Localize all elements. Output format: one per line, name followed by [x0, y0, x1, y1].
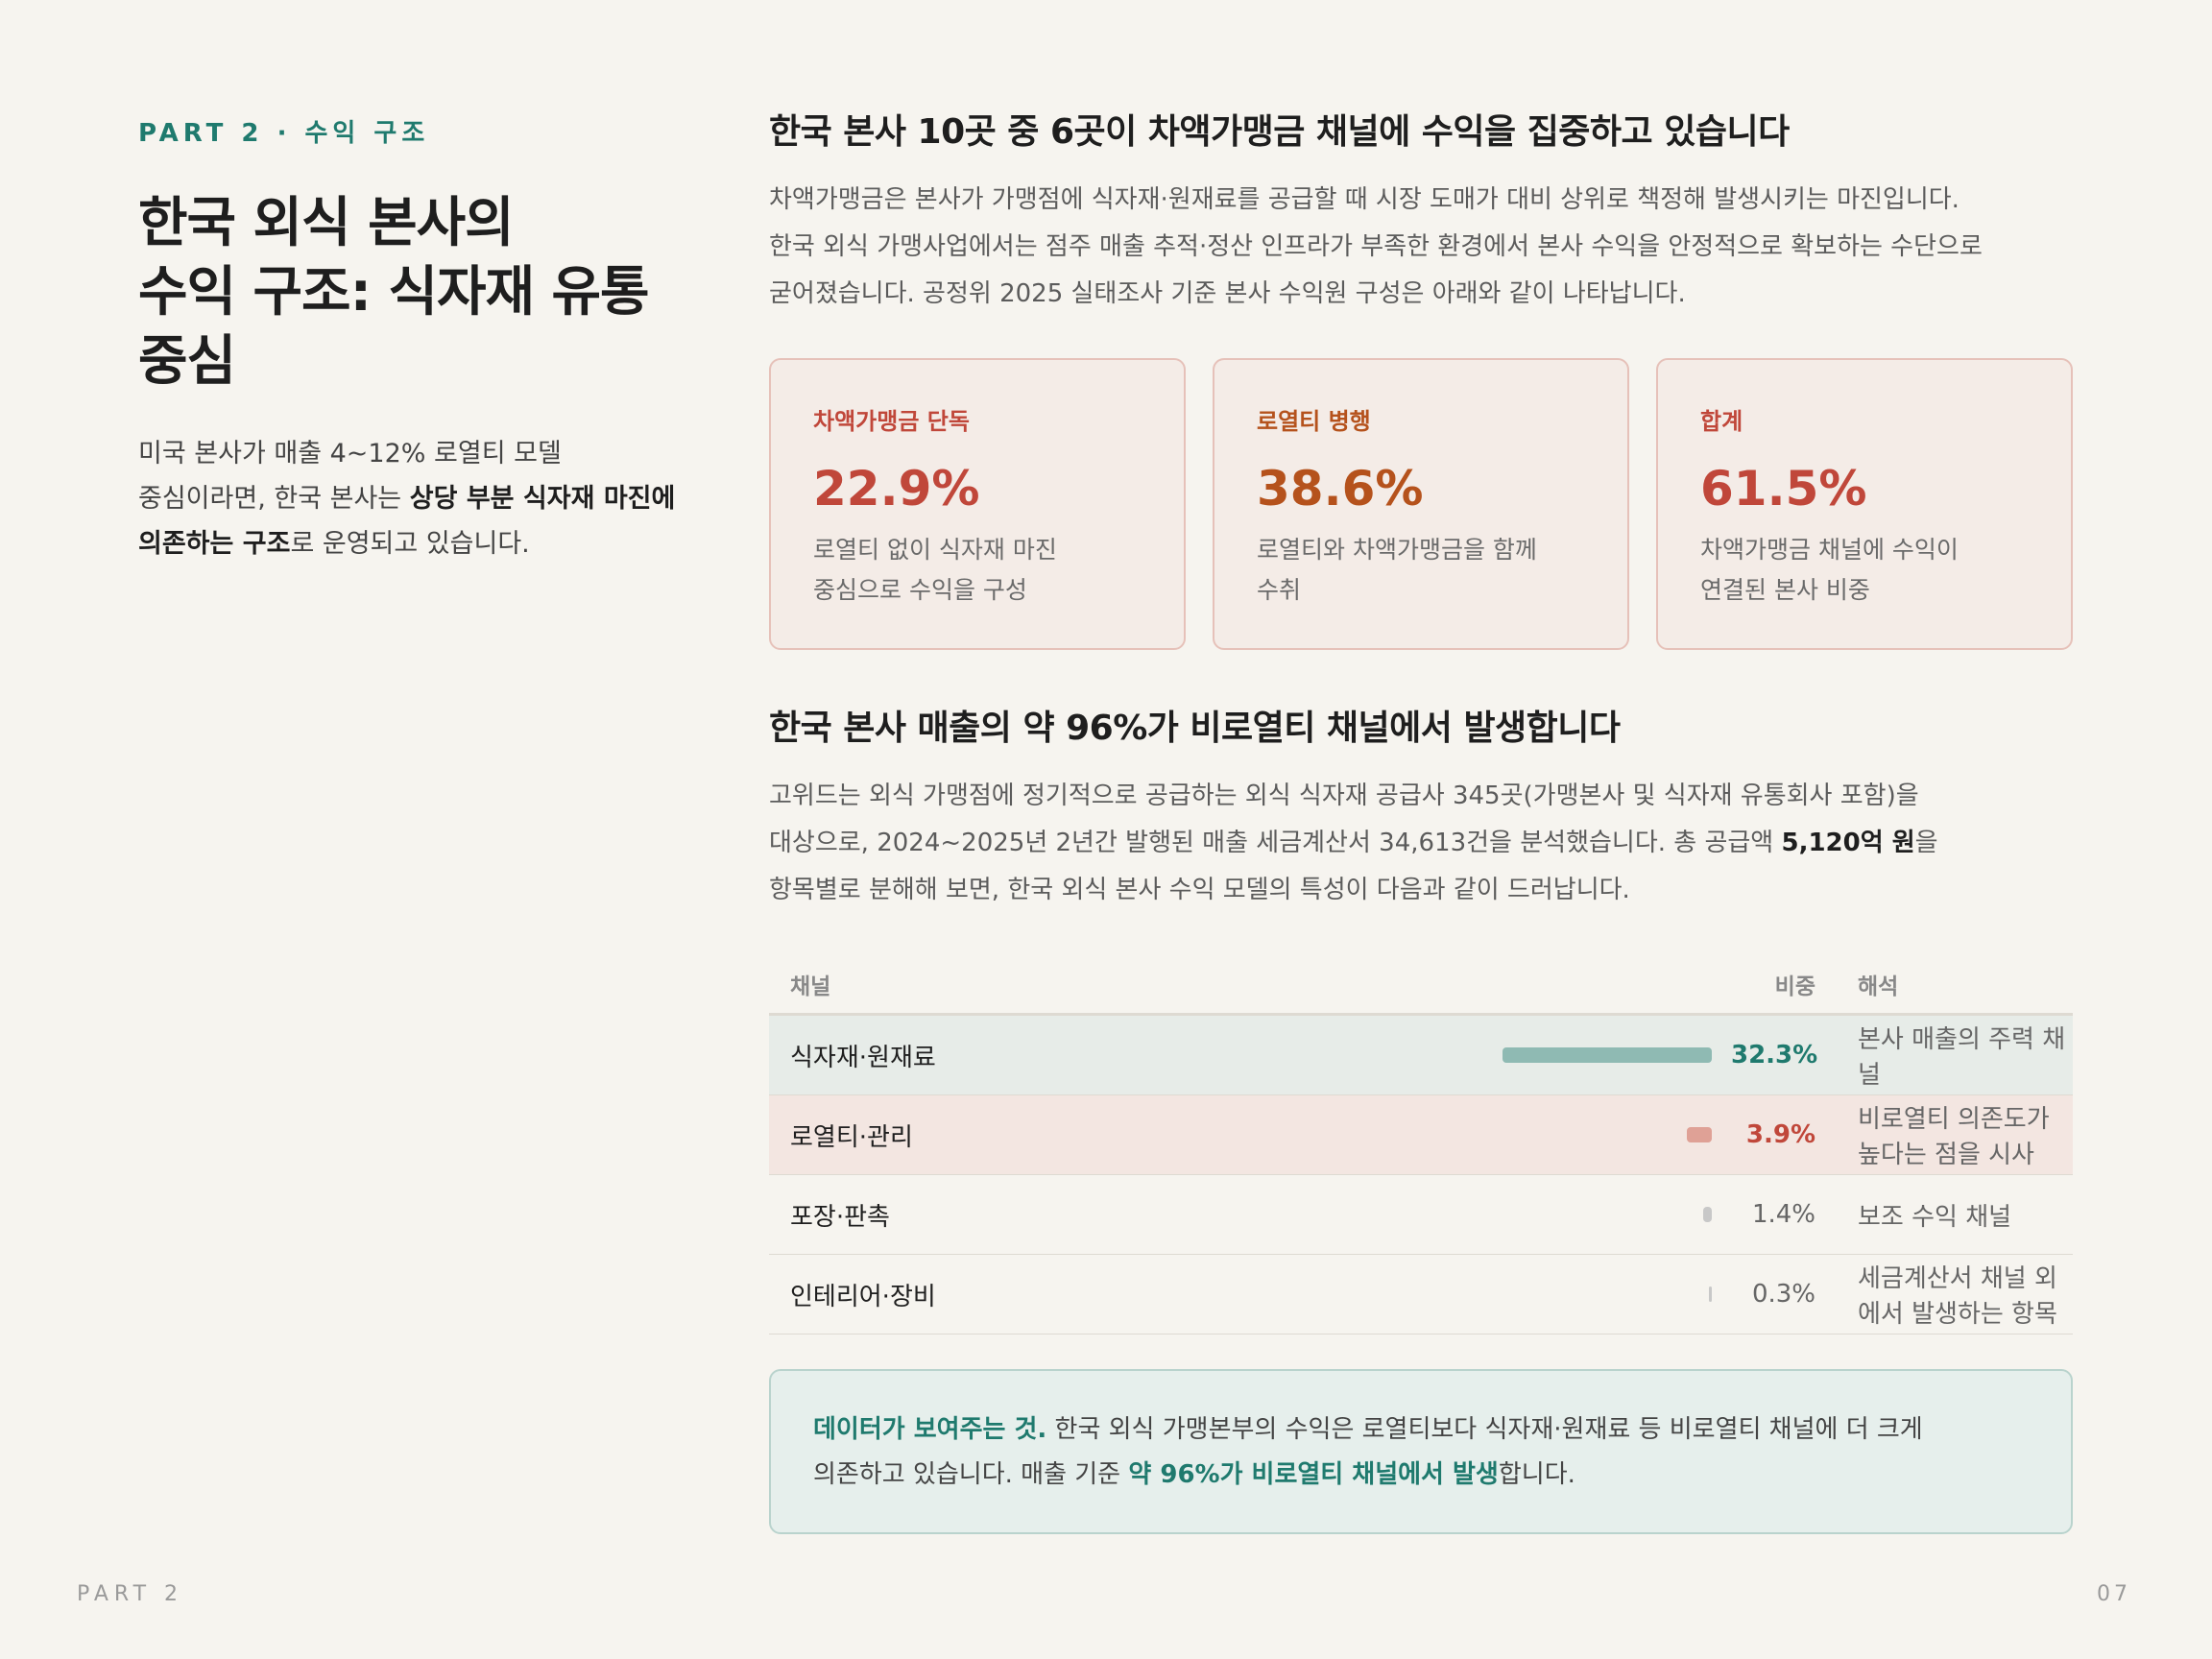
paragraph-line: 항목별로 분해해 보면, 한국 외식 본사 수익 모델의 특성이 다음과 같이 … — [769, 876, 1630, 904]
intro-line-1: 미국 본사가 매출 4~12% 로열티 모델 — [138, 439, 562, 469]
table-row: 식자재·원재료 32.3% 본사 매출의 주력 채널 — [769, 1016, 2073, 1095]
row-ratio: 0.3% — [1153, 1280, 1858, 1309]
row-ratio: 32.3% — [1153, 1041, 1858, 1070]
section2-heading: 한국 본사 매출의 약 96%가 비로열티 채널에서 발생합니다 — [769, 709, 1621, 748]
intro-emphasis: 의존하는 구조 — [138, 529, 291, 559]
share-bar — [1687, 1127, 1712, 1142]
header-ratio: 비중 — [1774, 974, 1815, 999]
stat-cards: 차액가맹금 단독 22.9% 로열티 없이 식자재 마진 중심으로 수익을 구성… — [769, 358, 2073, 650]
paragraph-text: 을 — [1914, 829, 1938, 857]
stat-card-desc: 로열티와 차액가맹금을 함께 수취 — [1257, 530, 1585, 611]
row-channel: 식자재·원재료 — [790, 1043, 936, 1072]
intro-text: 로 운영되고 있습니다. — [290, 529, 530, 559]
stat-card-desc-line: 로열티와 차액가맹금을 함께 — [1257, 536, 1537, 564]
revenue-channel-table: 채널 비중 해석 식자재·원재료 32.3% 본사 매출의 주력 채널 로열티·… — [769, 954, 2073, 1334]
page-title: 한국 외식 본사의 수익 구조: 식자재 유통 중심 — [138, 189, 714, 397]
paragraph-text: 대상으로, 2024~2025년 2년간 발행된 매출 세금계산서 34,613… — [769, 829, 1782, 857]
callout-line-1: 데이터가 보여주는 것. 한국 외식 가맹본부의 수익은 로열티보다 식자재·원… — [813, 1407, 2029, 1453]
intro-line-3: 의존하는 구조로 운영되고 있습니다. — [138, 521, 714, 566]
stat-card-desc: 차액가맹금 채널에 수익이 연결된 본사 비중 — [1700, 530, 2029, 611]
stat-card-desc-line: 수취 — [1257, 576, 1302, 604]
intro-text: 중심이라면, 한국 본사는 — [138, 484, 410, 514]
row-channel: 로열티·관리 — [790, 1122, 913, 1152]
paragraph-emphasis: 5,120억 원 — [1781, 829, 1915, 857]
share-bar — [1709, 1286, 1712, 1302]
title-line-3: 중심 — [138, 330, 236, 393]
callout-text: 의존하고 있습니다. 매출 기준 — [813, 1460, 1129, 1489]
stat-card-label: 차액가맹금 단독 — [813, 408, 970, 435]
callout-text: 합니다. — [1498, 1460, 1575, 1489]
right-column: 한국 본사 10곳 중 6곳이 차액가맹금 채널에 수익을 집중하고 있습니다 … — [769, 104, 2073, 1534]
stat-card-value: 61.5% — [1700, 461, 1867, 517]
insight-callout: 데이터가 보여주는 것. 한국 외식 가맹본부의 수익은 로열티보다 식자재·원… — [769, 1369, 2073, 1534]
title-line-2: 수익 구조: 식자재 유통 — [138, 261, 650, 324]
paragraph-line: 한국 외식 가맹사업에서는 점주 매출 추적·정산 인프라가 부족한 환경에서 … — [769, 232, 1983, 261]
title-line-1: 한국 외식 본사의 — [138, 192, 515, 254]
share-value: 32.3% — [1731, 1041, 1818, 1070]
stat-card-royalty-combined: 로열티 병행 38.6% 로열티와 차액가맹금을 함께 수취 — [1213, 358, 1629, 650]
stat-card-label: 로열티 병행 — [1257, 408, 1371, 435]
row-channel: 포장·판촉 — [790, 1202, 890, 1232]
callout-line-2: 의존하고 있습니다. 매출 기준 약 96%가 비로열티 채널에서 발생합니다. — [813, 1453, 2029, 1498]
share-bar — [1703, 1207, 1712, 1222]
stat-card-total: 합계 61.5% 차액가맹금 채널에 수익이 연결된 본사 비중 — [1656, 358, 2073, 650]
callout-lead: 데이터가 보여주는 것. — [813, 1415, 1047, 1444]
paragraph-line: 고위드는 외식 가맹점에 정기적으로 공급하는 외식 식자재 공급사 345곳(… — [769, 781, 1919, 810]
intro-description: 미국 본사가 매출 4~12% 로열티 모델 중심이라면, 한국 본사는 상당 … — [138, 431, 714, 566]
row-channel: 인테리어·장비 — [790, 1282, 936, 1311]
table-row: 로열티·관리 3.9% 비로열티 의존도가 높다는 점을 시사 — [769, 1095, 2073, 1175]
table-row: 인테리어·장비 0.3% 세금계산서 채널 외에서 발생하는 항목 — [769, 1255, 2073, 1334]
page-number: 07 — [2097, 1582, 2131, 1606]
header-channel: 채널 — [790, 974, 831, 999]
section2-paragraph: 고위드는 외식 가맹점에 정기적으로 공급하는 외식 식자재 공급사 345곳(… — [769, 773, 2073, 914]
table-row: 포장·판촉 1.4% 보조 수익 채널 — [769, 1175, 2073, 1255]
intro-line-2: 중심이라면, 한국 본사는 상당 부분 식자재 마진에 — [138, 476, 714, 521]
stat-card-label: 합계 — [1700, 408, 1743, 435]
row-ratio: 1.4% — [1153, 1200, 1858, 1229]
callout-text: 한국 외식 가맹본부의 수익은 로열티보다 식자재·원재료 등 비로열티 채널에… — [1046, 1415, 1923, 1444]
table-header: 채널 비중 해석 — [769, 954, 2073, 1016]
section1-paragraph: 차액가맹금은 본사가 가맹점에 식자재·원재료를 공급할 때 시장 도매가 대비… — [769, 177, 2073, 318]
share-value: 1.4% — [1751, 1200, 1815, 1229]
stat-card-differential: 차액가맹금 단독 22.9% 로열티 없이 식자재 마진 중심으로 수익을 구성 — [769, 358, 1186, 650]
section1-heading: 한국 본사 10곳 중 6곳이 차액가맹금 채널에 수익을 집중하고 있습니다 — [769, 112, 1790, 152]
section-eyebrow: PART 2 · 수익 구조 — [138, 119, 430, 148]
row-interpretation: 비로열티 의존도가 높다는 점을 시사 — [1858, 1105, 2050, 1169]
footer-section-label: PART 2 — [77, 1582, 184, 1606]
stat-card-desc-line: 차액가맹금 채널에 수익이 — [1700, 536, 1959, 564]
left-column: PART 2 · 수익 구조 한국 외식 본사의 수익 구조: 식자재 유통 중… — [138, 113, 714, 566]
stat-card-desc-line: 연결된 본사 비중 — [1700, 576, 1870, 604]
stat-card-desc-line: 로열티 없이 식자재 마진 — [813, 536, 1057, 564]
paragraph-line: 굳어졌습니다. 공정위 2025 실태조사 기준 본사 수익원 구성은 아래와 … — [769, 279, 1686, 308]
paragraph-line: 차액가맹금은 본사가 가맹점에 식자재·원재료를 공급할 때 시장 도매가 대비… — [769, 185, 1960, 214]
callout-emphasis: 약 96%가 비로열티 채널에서 발생 — [1128, 1460, 1499, 1489]
row-ratio: 3.9% — [1153, 1120, 1858, 1149]
header-interpretation: 해석 — [1858, 974, 1899, 999]
stat-card-desc: 로열티 없이 식자재 마진 중심으로 수익을 구성 — [813, 530, 1142, 611]
stat-card-desc-line: 중심으로 수익을 구성 — [813, 576, 1027, 604]
row-interpretation: 세금계산서 채널 외에서 발생하는 항목 — [1858, 1264, 2057, 1329]
share-value: 3.9% — [1745, 1120, 1815, 1149]
stat-card-value: 38.6% — [1257, 461, 1424, 517]
stat-card-value: 22.9% — [813, 461, 980, 517]
row-interpretation: 본사 매출의 주력 채널 — [1858, 1025, 2066, 1090]
row-interpretation: 보조 수익 채널 — [1858, 1202, 2012, 1232]
intro-emphasis: 상당 부분 식자재 마진에 — [409, 484, 676, 514]
share-bar — [1503, 1047, 1712, 1063]
share-value: 0.3% — [1751, 1280, 1815, 1309]
paragraph-line: 대상으로, 2024~2025년 2년간 발행된 매출 세금계산서 34,613… — [769, 820, 2073, 867]
